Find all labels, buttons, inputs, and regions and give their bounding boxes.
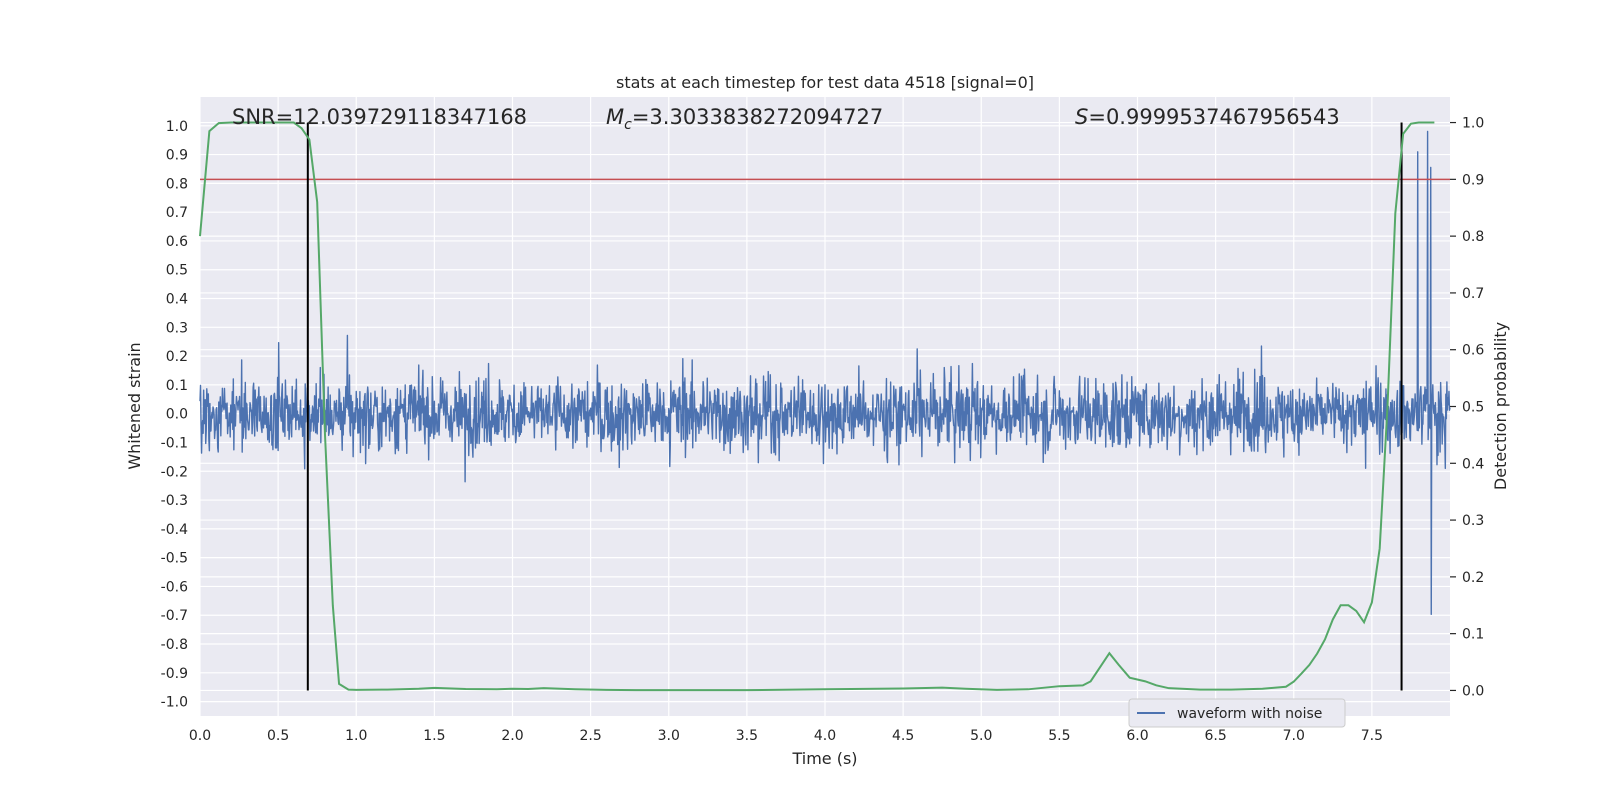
x-tick-label: 0.0 — [189, 728, 211, 744]
legend-label: waveform with noise — [1177, 706, 1322, 722]
y-right-tick-labels: 1.0 0.9 0.8 0.7 0.6 0.5 0.4 0.3 0.2 0.1 0.0 — [1450, 116, 1484, 699]
waveform-series — [199, 130, 1451, 616]
legend-box — [1128, 698, 1346, 728]
x-tick-label: 6.5 — [1204, 728, 1226, 744]
y-left-tick-label: -0.2 — [161, 464, 188, 480]
y-right-tick-label: 0.3 — [1462, 513, 1484, 529]
chart-title: stats at each timestep for test data 451… — [616, 73, 1034, 92]
y-left-tick-label: 0.0 — [166, 407, 188, 423]
x-tick-label: 5.0 — [970, 728, 992, 744]
x-tick-labels: 0.0 0.5 1.0 1.5 2.0 2.5 3.0 3.5 4.0 4.5 5.0 5.5 6.0 6… — [189, 728, 1383, 744]
s-annotation: S=0.9999537467956543 — [1075, 105, 1340, 129]
y-left-tick-label: -0.9 — [161, 666, 188, 682]
y-left-tick-label: -0.3 — [161, 493, 188, 509]
x-tick-label: 5.5 — [1048, 728, 1070, 744]
y-left-tick-label: 0.6 — [166, 234, 188, 250]
y-right-tick-label: 1.0 — [1462, 116, 1484, 132]
s-symbol: S — [1075, 105, 1088, 129]
x-tick-label: 1.0 — [345, 728, 367, 744]
y-left-axis-label: Whitened strain — [125, 342, 144, 469]
y-right-tick-label: 0.9 — [1462, 172, 1484, 188]
x-tick-label: 7.0 — [1283, 728, 1305, 744]
x-tick-label: 6.0 — [1126, 728, 1148, 744]
x-tick-label: 7.5 — [1361, 728, 1383, 744]
y-left-tick-label: 1.0 — [166, 119, 188, 135]
x-tick-label: 1.5 — [423, 728, 445, 744]
y-left-tick-label: 0.1 — [166, 378, 188, 394]
x-tick-label: 4.0 — [814, 728, 836, 744]
y-left-tick-label: -0.6 — [161, 579, 188, 595]
y-right-tick-label: 0.4 — [1462, 456, 1484, 472]
waveform-line — [199, 130, 1451, 616]
y-right-tick-label: 0.7 — [1462, 286, 1484, 302]
y-left-tick-label: 0.3 — [166, 320, 188, 336]
y-right-tick-label: 0.5 — [1462, 400, 1484, 416]
y-left-tick-label: 0.8 — [166, 176, 188, 192]
y-right-tick-label: 0.2 — [1462, 570, 1484, 586]
y-left-tick-label: 0.9 — [166, 148, 188, 164]
y-left-tick-label: 0.5 — [166, 263, 188, 279]
y-left-tick-label: 0.4 — [166, 292, 188, 308]
y-left-tick-label: -0.8 — [161, 637, 188, 653]
y-left-tick-label: -0.7 — [161, 608, 188, 624]
y-left-tick-label: 0.2 — [166, 349, 188, 365]
snr-annotation: SNR=12.039729118347168 — [232, 105, 527, 129]
x-tick-label: 4.5 — [892, 728, 914, 744]
y-left-tick-label: -1.0 — [161, 695, 188, 711]
y-right-tick-label: 0.1 — [1462, 627, 1484, 643]
mc-value: =3.3033838272094727 — [632, 105, 883, 129]
y-right-axis-label: Detection probability — [1491, 322, 1510, 490]
x-axis-label: Time (s) — [791, 749, 857, 768]
x-tick-label: 2.5 — [579, 728, 601, 744]
y-left-tick-label: -0.5 — [161, 551, 188, 567]
y-right-tick-label: 0.6 — [1462, 343, 1484, 359]
y-left-tick-label: -0.1 — [161, 435, 188, 451]
x-tick-label: 3.0 — [658, 728, 680, 744]
s-value: =0.9999537467956543 — [1088, 105, 1339, 129]
y-left-tick-label: -0.4 — [161, 522, 188, 538]
probability-line — [199, 121, 1435, 692]
y-right-tick-label: 0.0 — [1462, 683, 1484, 699]
mc-annotation: Mc=3.3033838272094727 — [606, 105, 883, 133]
y-right-tick-label: 0.8 — [1462, 229, 1484, 245]
x-tick-label: 3.5 — [736, 728, 758, 744]
y-left-tick-labels: 1.0 0.9 0.8 0.7 0.6 0.5 0.4 0.3 0.2 0.1 0.0 -0.1 -0.… — [161, 119, 188, 711]
legend: waveform with noise — [1128, 698, 1346, 728]
y-left-tick-label: 0.7 — [166, 205, 188, 221]
x-tick-label: 2.0 — [501, 728, 523, 744]
mc-subscript: c — [624, 117, 632, 133]
vertical-markers — [306, 122, 1403, 691]
x-tick-label: 0.5 — [267, 728, 289, 744]
probability-series — [199, 121, 1435, 692]
mc-symbol: M — [606, 105, 624, 129]
